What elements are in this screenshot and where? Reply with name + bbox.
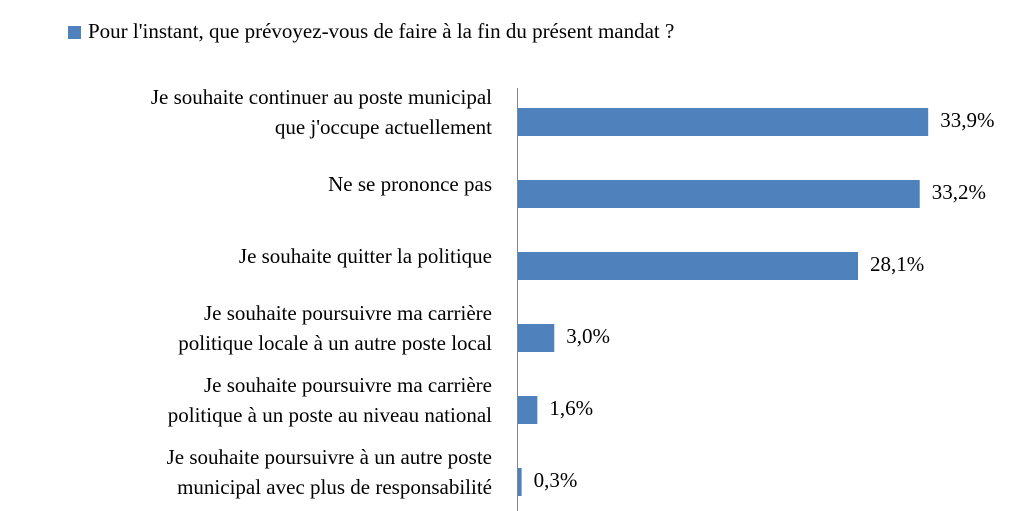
legend-label: Pour l'instant, que prévoyez-vous de fai… — [88, 19, 674, 43]
data-label: 28,1% — [870, 252, 924, 276]
data-label: 0,3% — [534, 468, 578, 492]
category-label: politique locale à un autre poste local — [178, 331, 492, 355]
bar — [518, 324, 555, 352]
legend-marker — [68, 26, 81, 39]
category-label: Ne se prononce pas — [328, 172, 492, 196]
category-label: municipal avec plus de responsabilité — [177, 475, 492, 499]
category-label: Je souhaite poursuivre ma carrière — [204, 301, 492, 325]
category-label: que j'occupe actuellement — [275, 115, 492, 139]
category-label: Je souhaite quitter la politique — [239, 244, 492, 268]
bar — [518, 108, 929, 136]
category-label: Je souhaite poursuivre à un autre poste — [167, 445, 492, 469]
bar — [518, 468, 522, 496]
data-label: 33,9% — [940, 108, 994, 132]
bar — [518, 252, 859, 280]
bar — [518, 396, 538, 424]
data-label: 1,6% — [549, 396, 593, 420]
category-label: Je souhaite poursuivre ma carrière — [204, 373, 492, 397]
data-label: 33,2% — [932, 180, 986, 204]
category-label: Je souhaite continuer au poste municipal — [151, 85, 492, 109]
category-label: politique à un poste au niveau national — [168, 403, 492, 427]
bar — [518, 180, 920, 208]
data-label: 3,0% — [566, 324, 610, 348]
